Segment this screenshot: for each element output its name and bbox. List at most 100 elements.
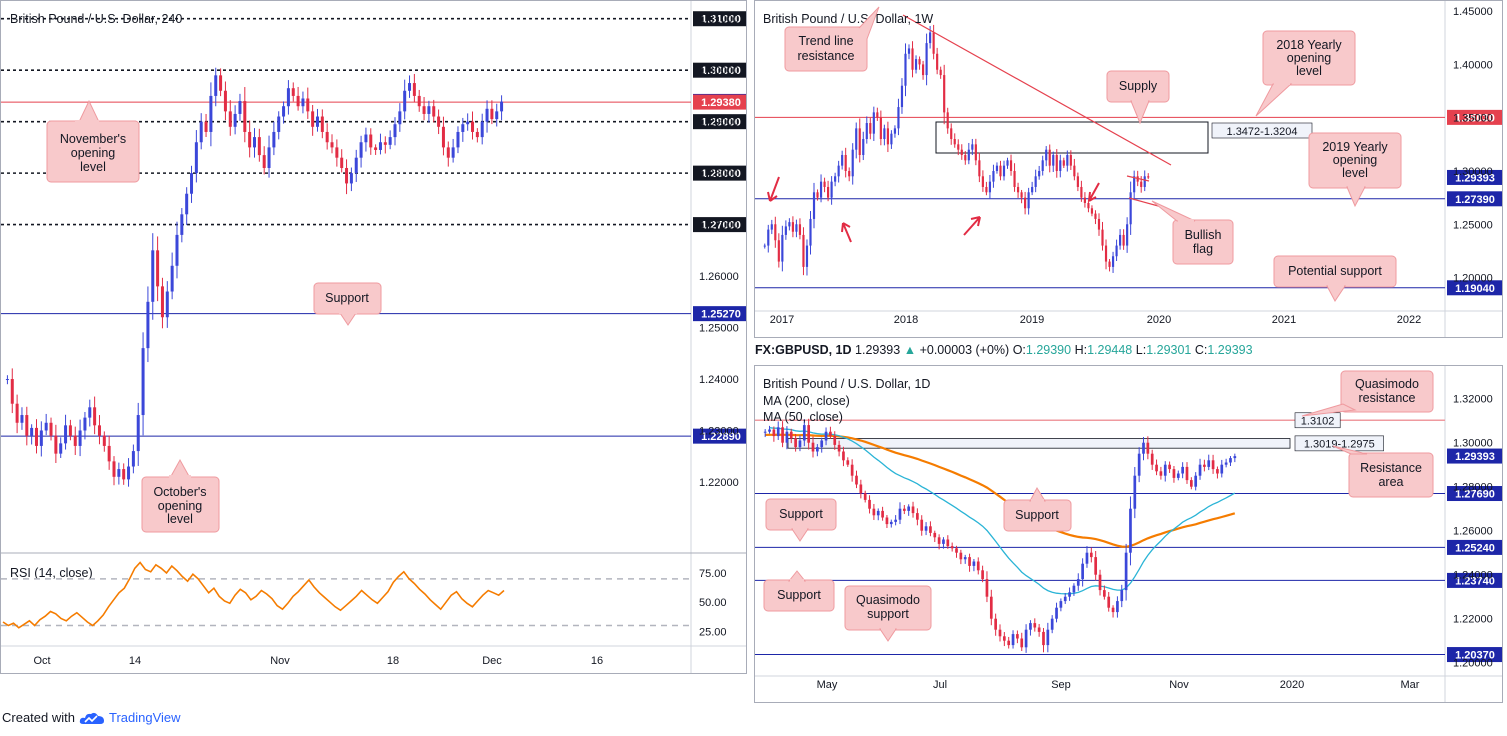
annotation-potential-support[interactable]: Potential support (1273, 255, 1397, 302)
candle-body (15, 403, 19, 423)
candle (1052, 151, 1055, 172)
price-tick-label: 1.30000 (1453, 438, 1493, 450)
candle (872, 503, 876, 520)
swing-arrows (767, 176, 1100, 243)
candle (248, 120, 252, 158)
candle-body (985, 186, 988, 193)
candle (39, 421, 43, 457)
annotation-line-3: level (1342, 166, 1368, 180)
candle-body (1068, 592, 1071, 597)
candle-body (844, 155, 847, 171)
h4-chart-svg[interactable]: 1.310001.300001.293931.293801.290001.280… (1, 1, 746, 673)
candle (1159, 466, 1163, 480)
annotation-2019-yearly-opening-level[interactable]: 2019 Yearly opening level (1308, 132, 1402, 208)
candle-body (1159, 471, 1163, 476)
resistance-area-box[interactable] (787, 438, 1291, 449)
candle (886, 121, 889, 153)
candle-body (117, 469, 121, 477)
time-tick-label: 2017 (770, 314, 794, 326)
candle (989, 589, 993, 626)
candle-body (971, 144, 974, 150)
candle (978, 152, 981, 183)
trend-line-resistance[interactable] (902, 14, 1172, 166)
candle (869, 117, 872, 140)
candle-body (1041, 160, 1044, 171)
candle-body (495, 111, 499, 120)
annotation-support[interactable]: Support (313, 282, 382, 326)
candle (960, 144, 963, 160)
ma200-line (765, 433, 1236, 548)
candle-body (902, 508, 906, 511)
candle (1033, 618, 1037, 632)
candle (1006, 157, 1009, 169)
annotation-2018-yearly-opening-level[interactable]: 2018 Yearly opening level (1255, 30, 1356, 117)
candle (791, 216, 794, 238)
candle (1172, 466, 1176, 483)
time-tick-label: Nov (270, 655, 290, 667)
annotation-support-ma[interactable]: Support (1003, 486, 1072, 532)
annotation-quasimodo-resistance[interactable]: Quasimodo resistance (1301, 370, 1434, 417)
candle (122, 463, 126, 485)
candle (427, 100, 431, 123)
w1-chart-panel[interactable]: 1.35030 1.29393 1.27390 1.19040 1.45000 1.40… (754, 0, 1503, 338)
price-change: +0.00003 (+0%) (919, 343, 1010, 357)
bullish-flag-upper-line[interactable] (1126, 175, 1150, 182)
annotation-resistance-area[interactable]: Resistance area (1332, 445, 1434, 498)
annotation-bullish-flag[interactable]: Bullish flag (1151, 200, 1234, 265)
candle-body (1037, 627, 1041, 632)
annotation-support-1[interactable]: Support (765, 498, 837, 542)
candle-body (175, 234, 179, 266)
candle-body (1063, 596, 1067, 602)
time-tick-label: May (817, 679, 838, 691)
candle-body (946, 539, 950, 547)
candle (127, 458, 131, 487)
candle (1185, 462, 1189, 484)
candle-body (968, 557, 971, 566)
supply-zone-box[interactable] (935, 121, 1209, 154)
d1-chart-panel[interactable]: 1.3102 1.3019-1.2975 1.29393 1.27690 1.25240… (754, 365, 1503, 703)
candle (1120, 584, 1124, 608)
candle-body (1050, 618, 1054, 630)
candle (788, 218, 791, 231)
tradingview-brand[interactable]: TradingView (108, 710, 181, 725)
candle-body (1189, 480, 1193, 487)
d1-chart-svg[interactable]: 1.3102 1.3019-1.2975 1.29393 1.27690 1.25240… (755, 366, 1502, 702)
candle-body (1046, 629, 1050, 646)
candle-body (795, 224, 798, 232)
arrow-icon (767, 176, 780, 202)
candle-body (408, 83, 412, 91)
annotation-novembers-opening-level[interactable]: November's opening level (46, 99, 140, 183)
chart-title: British Pound / U.S. Dollar, 1D (763, 377, 930, 391)
candle (1229, 456, 1232, 467)
candle (837, 440, 841, 457)
candle-body (955, 548, 958, 553)
candle-body (829, 431, 832, 437)
candle (345, 159, 349, 195)
w1-chart-svg[interactable]: 1.35030 1.29393 1.27390 1.19040 1.45000 1.40… (755, 1, 1502, 337)
price-tick-label: 1.28000 (1453, 482, 1493, 494)
candle-body (1002, 165, 1006, 177)
h4-chart-panel[interactable]: 1.310001.300001.293931.293801.290001.280… (0, 0, 747, 674)
candle-body (789, 431, 793, 439)
candle (1013, 163, 1016, 192)
annotation-quasimodo-support[interactable]: Quasimodo support (844, 585, 932, 642)
annotation-support-2[interactable]: Support (763, 570, 835, 612)
candle (907, 44, 911, 60)
candle-body (456, 131, 460, 148)
candle-body (282, 106, 286, 117)
bullish-flag-lower-line[interactable] (1128, 197, 1163, 208)
candle-body (359, 142, 363, 158)
candle-body (833, 436, 837, 445)
candle-body (44, 422, 48, 431)
candle (30, 424, 34, 445)
candle-body (248, 131, 252, 148)
candle (1011, 630, 1015, 649)
annotation-supply[interactable]: Supply (1106, 70, 1170, 125)
candle (1168, 461, 1171, 473)
price-tag: 1.25240 (1447, 539, 1502, 555)
annotation-octobers-opening-level[interactable]: October's opening level (141, 458, 220, 533)
annotation-trend-line-resistance[interactable]: Trend line resistance (784, 6, 880, 72)
candle-body (1107, 596, 1111, 608)
candle-body (441, 126, 445, 148)
candle-body (1143, 176, 1146, 187)
